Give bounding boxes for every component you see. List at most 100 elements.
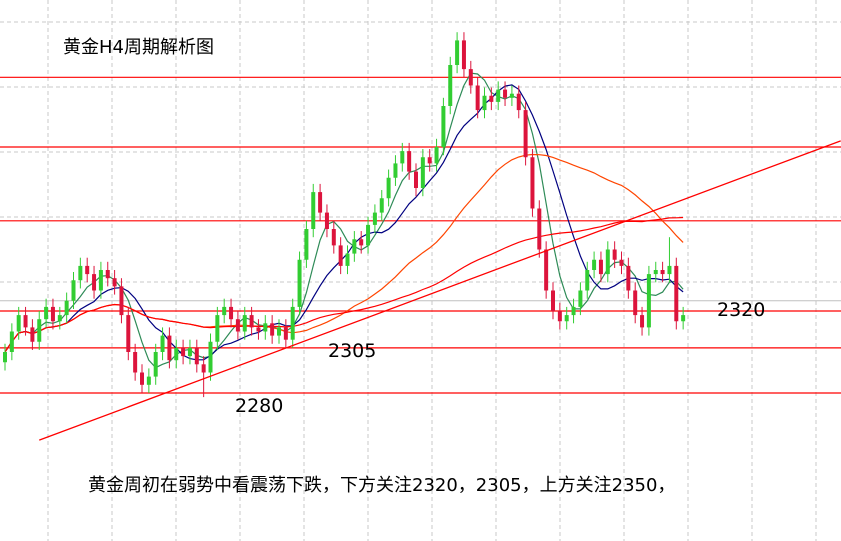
candle-bullish xyxy=(222,306,227,316)
candle-bearish xyxy=(489,95,494,102)
candle-bullish xyxy=(44,306,49,320)
candle-bearish xyxy=(331,229,336,246)
candle-bearish xyxy=(557,311,562,322)
moving-average-line xyxy=(4,216,684,353)
moving-averages xyxy=(4,72,684,369)
candle-bullish xyxy=(345,253,350,266)
candle-bearish xyxy=(133,352,138,373)
candle-bearish xyxy=(427,157,432,164)
candle-bullish xyxy=(386,177,391,199)
candle-bearish xyxy=(235,319,240,332)
candle-bearish xyxy=(85,265,90,275)
moving-average-line xyxy=(4,84,684,361)
candle-bearish xyxy=(633,290,638,316)
candle-bearish xyxy=(30,327,35,342)
candle-bullish xyxy=(153,352,158,377)
candle-bullish xyxy=(681,315,686,322)
candle-bearish xyxy=(523,110,528,158)
candle-bullish xyxy=(448,65,453,106)
candle-bullish xyxy=(352,239,357,254)
candle-bullish xyxy=(98,270,103,291)
candle-bullish xyxy=(372,212,377,225)
candle-bullish xyxy=(37,319,42,342)
candle-bullish xyxy=(571,306,576,316)
candle-bearish xyxy=(551,290,555,311)
candle-bearish xyxy=(105,270,110,279)
candle-bullish xyxy=(564,315,569,322)
candle-bearish xyxy=(544,249,549,291)
moving-average-line xyxy=(4,72,684,369)
candle-bearish xyxy=(503,89,508,98)
candle-bearish xyxy=(674,265,679,322)
candle-bullish xyxy=(78,265,83,281)
candle-bullish xyxy=(304,229,309,260)
candle-bullish xyxy=(366,224,371,246)
candle-bullish xyxy=(585,270,590,291)
candle-bearish xyxy=(229,306,234,320)
moving-average-line xyxy=(4,153,684,353)
candle-bearish xyxy=(318,192,323,213)
candle-bearish xyxy=(619,259,624,266)
candle-bearish xyxy=(126,315,131,352)
candle-bullish xyxy=(290,306,295,340)
candle-bullish xyxy=(393,163,398,178)
candle-bullish xyxy=(263,323,268,332)
candle-bullish xyxy=(400,151,405,164)
candle-bullish xyxy=(592,259,597,270)
candle-bearish xyxy=(181,347,186,357)
candle-bearish xyxy=(468,69,473,86)
candle-bearish xyxy=(249,315,254,328)
candle-bearish xyxy=(530,157,535,209)
level-label: 2320 xyxy=(717,299,766,321)
candle-bullish xyxy=(57,315,62,322)
candle-bearish xyxy=(50,306,55,322)
candle-bearish xyxy=(324,212,329,229)
candle-bullish xyxy=(578,290,583,307)
candle-bullish xyxy=(242,315,247,332)
horizontal-levels xyxy=(0,76,841,394)
candle-bullish xyxy=(64,300,69,316)
candle-bullish xyxy=(455,40,460,65)
candle-bearish xyxy=(23,315,28,328)
candle-bearish xyxy=(516,93,521,111)
candle-bearish xyxy=(598,259,603,275)
trendline xyxy=(39,140,841,441)
candle-bearish xyxy=(414,171,418,188)
candle-bearish xyxy=(112,278,117,287)
candle-bearish xyxy=(660,270,665,275)
level-label: 2305 xyxy=(328,340,377,362)
candle-bearish xyxy=(167,335,172,361)
candle-bullish xyxy=(187,347,192,357)
candle-bearish xyxy=(338,245,343,266)
candle-bullish xyxy=(277,327,281,336)
candle-bullish xyxy=(379,198,384,213)
candle-bullish xyxy=(605,249,610,275)
candle-bearish xyxy=(407,151,412,172)
candle-bullish xyxy=(311,192,316,229)
candle-bullish xyxy=(420,157,425,188)
candle-bullish xyxy=(297,259,302,307)
candle-bearish xyxy=(283,327,288,340)
candle-bearish xyxy=(92,274,97,291)
candle-bullish xyxy=(434,147,439,164)
candle-bullish xyxy=(653,270,658,275)
candle-bearish xyxy=(201,364,206,373)
candle-bearish xyxy=(270,323,275,336)
candle-bearish xyxy=(640,315,645,328)
candle-bearish xyxy=(119,286,124,316)
candle-bullish xyxy=(509,93,514,98)
candle-bearish xyxy=(256,327,261,332)
candle-bullish xyxy=(215,315,220,342)
candle-bullish xyxy=(646,274,651,328)
candle-bullish xyxy=(146,376,151,385)
candle-bullish xyxy=(174,347,179,361)
candle-bearish xyxy=(626,265,631,291)
candle-bullish xyxy=(160,335,165,352)
candle-bearish xyxy=(475,85,480,111)
chart-title: 黄金H4周期解析图 xyxy=(63,37,214,58)
candle-bullish xyxy=(16,315,21,332)
trendline-group xyxy=(39,140,841,441)
